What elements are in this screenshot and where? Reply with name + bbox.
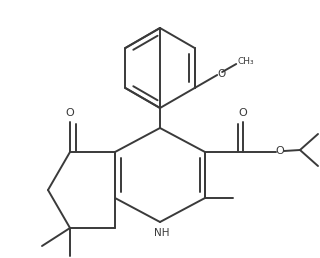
Text: O: O: [217, 69, 225, 79]
Text: NH: NH: [154, 228, 170, 238]
Text: O: O: [239, 108, 247, 118]
Text: O: O: [276, 146, 284, 156]
Text: CH₃: CH₃: [238, 58, 254, 67]
Text: O: O: [66, 108, 74, 118]
